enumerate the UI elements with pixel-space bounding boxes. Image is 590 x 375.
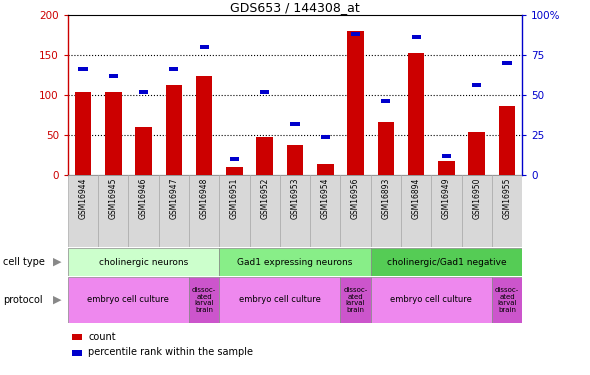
Text: GSM16893: GSM16893: [381, 177, 391, 219]
Bar: [468, 132, 485, 175]
Bar: [412, 35, 421, 39]
Bar: [340, 175, 371, 247]
Text: cholinergic/Gad1 negative: cholinergic/Gad1 negative: [386, 258, 506, 267]
Text: GSM16944: GSM16944: [78, 177, 87, 219]
Bar: [68, 277, 189, 323]
Bar: [68, 175, 98, 247]
Bar: [159, 175, 189, 247]
Text: GSM16946: GSM16946: [139, 177, 148, 219]
Text: count: count: [88, 332, 116, 342]
Text: GSM16950: GSM16950: [472, 177, 481, 219]
Text: embryo cell culture: embryo cell culture: [239, 296, 321, 304]
Bar: [75, 92, 91, 175]
Text: GSM16947: GSM16947: [169, 177, 178, 219]
Text: dissoc-
ated
larval
brain: dissoc- ated larval brain: [495, 287, 519, 313]
Text: embryo cell culture: embryo cell culture: [87, 296, 169, 304]
Text: percentile rank within the sample: percentile rank within the sample: [88, 347, 253, 357]
Bar: [219, 248, 371, 276]
Bar: [461, 175, 492, 247]
Bar: [499, 106, 515, 175]
Bar: [257, 136, 273, 175]
Text: GSM16955: GSM16955: [503, 177, 512, 219]
Bar: [351, 32, 360, 36]
Bar: [371, 248, 522, 276]
Bar: [492, 175, 522, 247]
Title: GDS653 / 144308_at: GDS653 / 144308_at: [230, 1, 360, 14]
Bar: [287, 145, 303, 175]
Bar: [129, 175, 159, 247]
Bar: [98, 175, 129, 247]
Bar: [442, 154, 451, 158]
Bar: [378, 122, 394, 175]
Text: dissoc-
ated
larval
brain: dissoc- ated larval brain: [192, 287, 217, 313]
Bar: [280, 175, 310, 247]
Bar: [472, 83, 481, 87]
Bar: [105, 92, 122, 175]
Text: cholinergic neurons: cholinergic neurons: [99, 258, 188, 267]
Text: GSM16953: GSM16953: [290, 177, 300, 219]
Bar: [219, 277, 340, 323]
Text: ▶: ▶: [54, 257, 62, 267]
Bar: [196, 76, 212, 175]
Bar: [250, 175, 280, 247]
Bar: [166, 86, 182, 175]
Bar: [381, 99, 391, 104]
Bar: [371, 175, 401, 247]
Bar: [169, 68, 178, 71]
Text: GSM16956: GSM16956: [351, 177, 360, 219]
Bar: [371, 277, 492, 323]
Bar: [68, 248, 219, 276]
Text: embryo cell culture: embryo cell culture: [391, 296, 472, 304]
Bar: [492, 277, 522, 323]
Bar: [438, 160, 455, 175]
Text: GSM16951: GSM16951: [230, 177, 239, 219]
Bar: [135, 127, 152, 175]
Bar: [73, 334, 83, 340]
Text: GSM16894: GSM16894: [412, 177, 421, 219]
Text: dissoc-
ated
larval
brain: dissoc- ated larval brain: [343, 287, 368, 313]
Text: GSM16949: GSM16949: [442, 177, 451, 219]
Text: ▶: ▶: [54, 295, 62, 305]
Text: Gad1 expressing neurons: Gad1 expressing neurons: [237, 258, 353, 267]
Bar: [189, 277, 219, 323]
Bar: [431, 175, 461, 247]
Bar: [401, 175, 431, 247]
Bar: [321, 135, 330, 139]
Bar: [78, 68, 87, 71]
Bar: [219, 175, 250, 247]
Bar: [340, 277, 371, 323]
Bar: [199, 45, 209, 49]
Text: GSM16954: GSM16954: [321, 177, 330, 219]
Bar: [189, 175, 219, 247]
Bar: [408, 53, 424, 175]
Bar: [230, 157, 239, 161]
Bar: [109, 74, 118, 78]
Bar: [73, 350, 83, 355]
Bar: [290, 122, 300, 126]
Text: protocol: protocol: [3, 295, 42, 305]
Text: GSM16948: GSM16948: [199, 177, 209, 219]
Text: cell type: cell type: [3, 257, 45, 267]
Bar: [260, 90, 269, 94]
Text: GSM16945: GSM16945: [109, 177, 118, 219]
Bar: [317, 164, 333, 175]
Bar: [226, 167, 242, 175]
Text: GSM16952: GSM16952: [260, 177, 269, 219]
Bar: [348, 31, 364, 175]
Bar: [310, 175, 340, 247]
Bar: [503, 61, 512, 65]
Bar: [139, 90, 148, 94]
